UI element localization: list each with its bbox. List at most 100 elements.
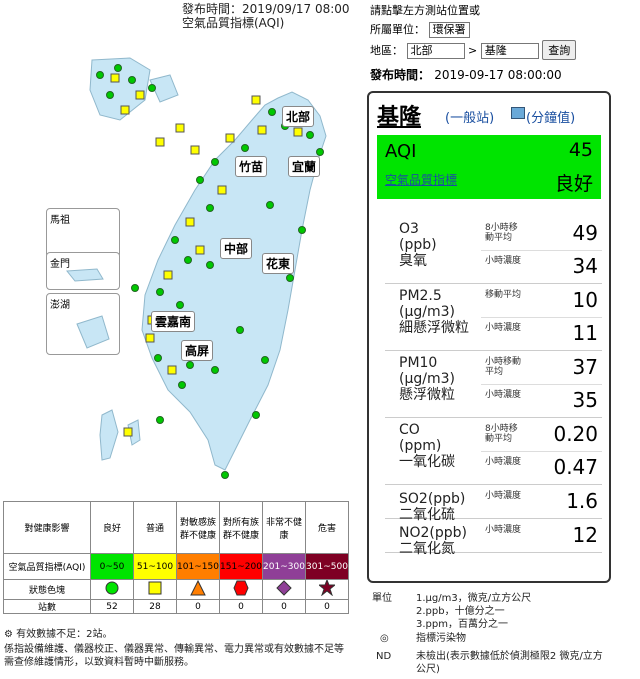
region-north[interactable]: 北部 [282,106,315,127]
region-yilan[interactable]: 宜蘭 [288,156,321,177]
station-select[interactable]: 基隆 [480,43,539,59]
station-marker[interactable] [120,105,130,115]
legend-level-count: 0 [219,599,263,614]
inset-kinmen[interactable]: 金門 [46,252,120,290]
gear-icon: ⚙ [4,629,13,640]
measure-label: 小時濃度 [485,525,522,535]
station-marker[interactable] [128,76,136,84]
marker-text: 指標污染物 [416,633,466,644]
station-marker[interactable] [286,274,294,282]
legend-level-name: 非常不健康 [262,501,306,554]
station-marker[interactable] [236,326,244,334]
station-marker[interactable] [185,217,195,227]
station-marker[interactable] [184,256,192,264]
station-marker[interactable] [176,301,184,309]
taiwan-station-map[interactable]: 馬祖 金門 澎湖 北部 竹苗 宜蘭 中部 花東 雲嘉南 高屏 [40,40,350,510]
legend-level-symbol [305,578,349,600]
station-marker[interactable] [257,125,267,135]
station-marker[interactable] [211,158,219,166]
divider [481,317,602,318]
measure-label: 小時濃度 [485,256,522,266]
aqi-info-link[interactable]: 空氣品質指標 [385,173,458,187]
station-marker[interactable] [266,201,274,209]
station-marker[interactable] [252,411,260,419]
station-marker[interactable] [206,204,214,212]
chart-icon[interactable] [511,107,525,119]
hexagon-icon [233,580,249,596]
region-kaoping[interactable]: 高屏 [181,340,214,361]
station-marker[interactable] [96,71,104,79]
measure-value: 0.47 [553,455,598,479]
pollutant-name-line: SO2(ppb) [399,491,466,507]
station-marker[interactable] [186,361,194,369]
query-button[interactable]: 查詢 [542,40,577,60]
station-marker[interactable] [114,64,122,72]
measure-value: 11 [572,321,598,345]
station-marker[interactable] [163,270,173,280]
legend-level-range: 201~300 [262,553,306,580]
station-marker[interactable] [196,176,204,184]
legend-level-count: 0 [262,599,306,614]
divider [481,451,602,452]
units-list: 1.μg/m3，微克/立方公尺 2.ppb，十億分之一 3.ppm，百萬分之一 [416,592,531,631]
station-marker[interactable] [211,366,219,374]
station-marker[interactable] [190,145,200,155]
diamond-icon [276,580,292,596]
station-marker[interactable] [268,108,276,116]
inset-label: 金門 [50,259,70,270]
station-marker[interactable] [145,333,155,343]
region-central[interactable]: 中部 [220,238,253,259]
maintenance-note: 係指設備維護、儀器校正、儀器異常、傳輸異常、電力異常或有效數據不足等需查修維護情… [4,644,344,668]
measure-value: 1.6 [566,489,598,513]
station-marker[interactable] [156,416,164,424]
measure-value: 12 [572,523,598,547]
legend-level-symbol [176,579,220,600]
region-hsinchu-miaoli[interactable]: 竹苗 [235,156,268,177]
area-select[interactable]: 北部 [406,43,465,59]
pollutant-name-line: (ppb) [399,237,437,253]
legend-level-name: 對所有族群不健康 [219,501,263,554]
measure-value: 37 [572,355,598,379]
station-marker[interactable] [106,91,114,99]
legend-range-label: 空氣品質指標(AQI) [3,553,91,580]
pollutant-row: SO2(ppb) 二氧化硫 小時濃度 1.6 [385,485,602,523]
station-marker[interactable] [206,261,214,269]
minute-value-link[interactable]: (分鐘值) [526,111,576,126]
pollutant-name-line: 細懸浮微粒 [399,320,469,336]
region-huadong[interactable]: 花東 [262,253,295,274]
station-marker[interactable] [306,131,314,139]
unit-select[interactable]: 環保署 [428,22,470,38]
station-marker[interactable] [110,73,120,83]
station-marker[interactable] [195,245,205,255]
station-marker[interactable] [155,137,165,147]
inset-matsu[interactable]: 馬祖 [46,208,120,258]
station-marker[interactable] [156,288,164,296]
station-marker[interactable] [316,148,324,156]
station-type-link[interactable]: (一般站) [445,111,495,126]
station-marker[interactable] [171,236,179,244]
station-marker[interactable] [175,123,185,133]
station-marker[interactable] [148,84,156,92]
station-marker[interactable] [178,381,186,389]
divider [481,250,602,251]
unit-item: 3.ppm，百萬分之一 [416,619,508,630]
region-yunchianan[interactable]: 雲嘉南 [151,311,196,332]
station-marker[interactable] [261,356,269,364]
station-marker[interactable] [298,226,306,234]
station-marker[interactable] [123,427,133,437]
station-marker[interactable] [251,95,261,105]
pollutant-name-line: O3 [399,221,419,237]
station-marker[interactable] [154,354,162,362]
island-shape [149,74,179,103]
inset-penghu[interactable]: 澎湖 [46,293,120,355]
station-marker[interactable] [293,127,303,137]
station-marker[interactable] [131,284,139,292]
station-marker[interactable] [241,144,249,152]
station-marker[interactable] [217,185,227,195]
station-marker[interactable] [167,365,177,375]
legend-level-count: 0 [305,599,349,614]
station-marker[interactable] [221,471,229,479]
station-marker[interactable] [225,133,235,143]
legend-count-label: 站數 [3,599,91,614]
station-marker[interactable] [135,90,145,100]
